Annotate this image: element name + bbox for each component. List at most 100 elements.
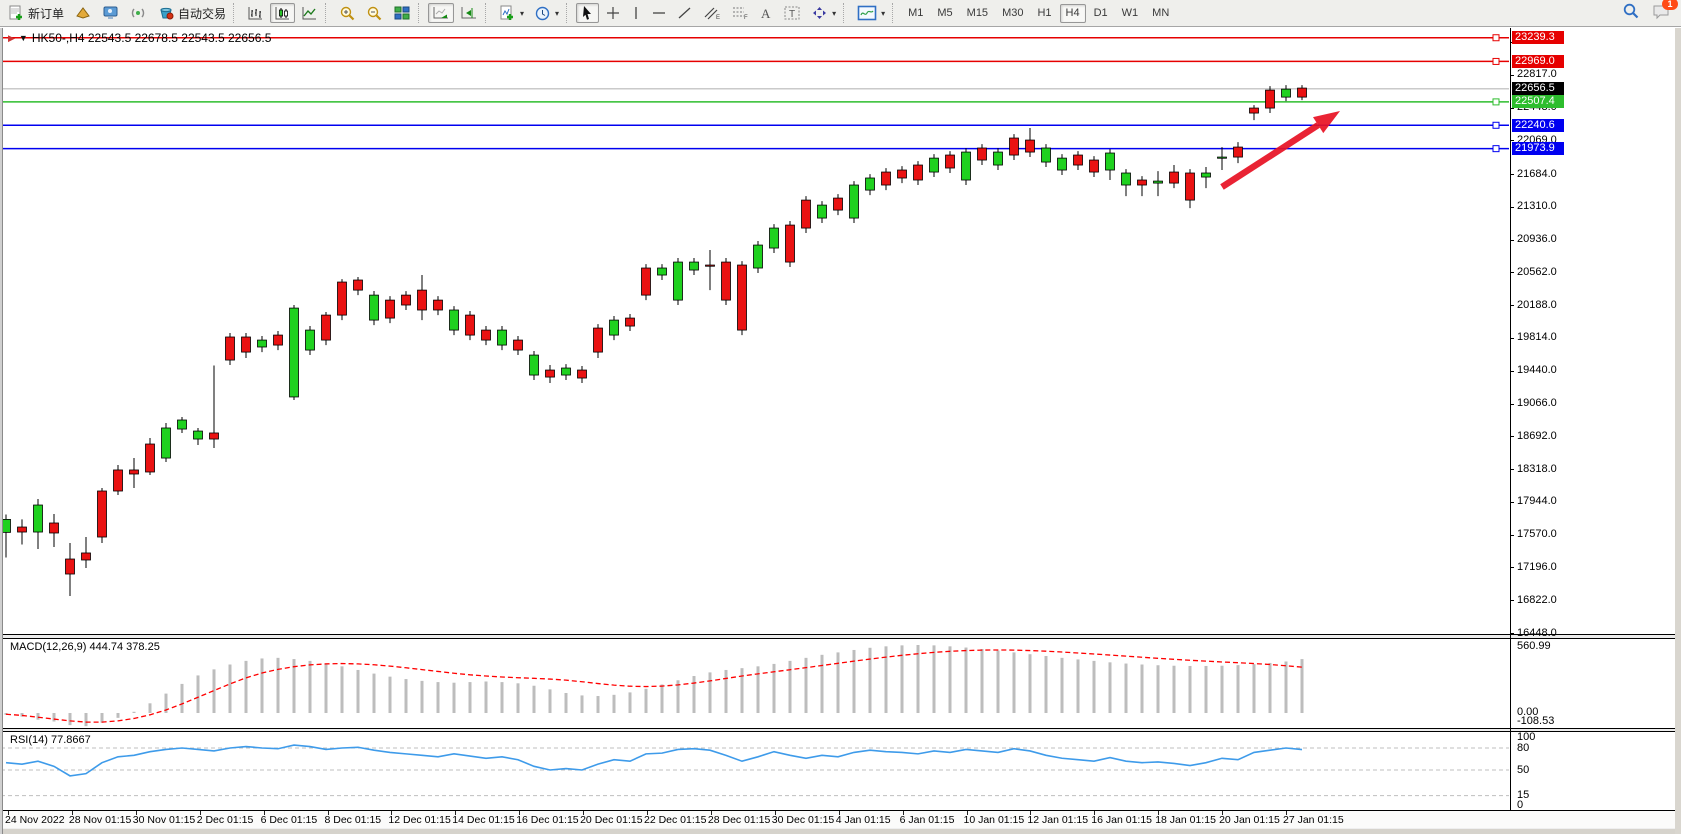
macd-bar: [756, 666, 760, 713]
crosshair-button[interactable]: [601, 3, 625, 23]
rsi-label: RSI(14) 77.8667: [10, 734, 91, 746]
candle-body: [1153, 180, 1163, 184]
price-axis-tick: [1510, 239, 1514, 241]
macd-pane[interactable]: [0, 639, 1681, 728]
macd-bar: [788, 660, 792, 713]
trendline-icon: [677, 5, 693, 21]
pane-separator[interactable]: [0, 634, 1681, 635]
zoom-out-button[interactable]: [362, 3, 387, 23]
price-axis-label: 17196.0: [1517, 560, 1557, 573]
indicator-frame-icon: [857, 5, 877, 22]
pane-separator[interactable]: [0, 638, 1681, 639]
line-chart-button[interactable]: [297, 3, 322, 23]
text-button[interactable]: A: [755, 3, 777, 23]
macd-bar: [692, 676, 696, 713]
cursor-button[interactable]: [576, 3, 600, 23]
chart-shift-button[interactable]: [456, 3, 482, 23]
equidistant-channel-button[interactable]: E: [699, 3, 725, 23]
indicator-window-button[interactable]: ▾: [853, 3, 889, 23]
auto-trading-button[interactable]: 自动交易: [153, 3, 230, 23]
signals-button[interactable]: [126, 3, 151, 23]
toolbar-separator: [233, 3, 240, 23]
toolbar-separator: [485, 3, 492, 23]
community-button[interactable]: [98, 3, 124, 23]
date-axis-tick: [519, 811, 521, 815]
candle-body: [545, 369, 555, 378]
search-icon[interactable]: [1622, 2, 1640, 25]
line-anchor-marker[interactable]: [1492, 98, 1500, 106]
trend-arrow-head[interactable]: [1312, 111, 1340, 134]
macd-bar: [212, 669, 216, 713]
timeframe-mn[interactable]: MN: [1152, 7, 1170, 19]
date-axis-label: 6 Jan 01:15: [899, 814, 955, 826]
timeframe-d1[interactable]: D1: [1093, 7, 1108, 19]
macd-bar: [308, 660, 312, 713]
one-click-trading-icon[interactable]: ▶: [8, 32, 15, 43]
chevron-down-icon[interactable]: ▾: [832, 8, 837, 18]
trendline-button[interactable]: [673, 3, 697, 23]
price-badge: 23239.3: [1512, 31, 1564, 45]
vertical-line-button[interactable]: [627, 3, 645, 23]
timeframe-h4[interactable]: H4: [1059, 3, 1086, 23]
status-bar: [0, 828, 1681, 834]
text-a-icon: A: [759, 5, 773, 21]
line-anchor-marker[interactable]: [1492, 145, 1500, 153]
auto-scroll-button[interactable]: [428, 3, 455, 23]
date-axis-label: 22 Dec 01:15: [644, 814, 707, 826]
timeframe-m30[interactable]: M30: [1002, 7, 1024, 19]
price-badge: 22656.5: [1512, 82, 1564, 96]
main-chart[interactable]: [0, 28, 1681, 634]
chart-title-text: HK50-,H4 22543.5 22678.5 22543.5 22656.5: [31, 31, 272, 45]
date-axis[interactable]: [0, 811, 1681, 828]
arrows-button[interactable]: ▾: [807, 3, 840, 23]
bar-chart-button[interactable]: [243, 3, 268, 23]
market-button[interactable]: [70, 3, 96, 23]
notifications-icon[interactable]: 1: [1652, 0, 1678, 25]
candle-body: [305, 329, 315, 351]
fibonacci-button[interactable]: F: [727, 3, 753, 23]
date-axis-tick: [710, 811, 712, 815]
timeframe-m15[interactable]: M15: [966, 7, 989, 19]
horizontal-line-button[interactable]: [647, 3, 671, 23]
macd-bar: [708, 672, 712, 713]
tile-windows-button[interactable]: [389, 3, 415, 23]
macd-bar: [356, 669, 360, 713]
date-axis-tick: [455, 811, 457, 815]
rsi-pane[interactable]: [0, 732, 1681, 810]
timeframe-m1[interactable]: M1: [908, 7, 924, 19]
chevron-down-icon[interactable]: ▾: [555, 8, 560, 18]
price-axis-tick: [1510, 74, 1514, 76]
line-anchor-marker[interactable]: [1492, 34, 1500, 42]
text-label-button[interactable]: T: [779, 3, 805, 23]
candle-body: [33, 504, 43, 533]
line-anchor-marker[interactable]: [1492, 57, 1500, 65]
timeframe-w1[interactable]: W1: [1121, 7, 1139, 19]
pane-separator[interactable]: [0, 731, 1681, 732]
date-axis-label: 28 Dec 01:15: [707, 814, 771, 826]
bars-chart-icon: [247, 5, 264, 21]
trend-arrow-shaft[interactable]: [1220, 122, 1320, 190]
candle-body: [1265, 89, 1275, 109]
pane-separator[interactable]: [0, 728, 1681, 729]
doc-plus-icon: [8, 5, 25, 22]
zoom-in-button[interactable]: [335, 3, 360, 23]
new-order-button[interactable]: 新订单: [4, 3, 68, 23]
timeframe-h1[interactable]: H1: [1037, 7, 1052, 19]
chevron-down-icon[interactable]: ▾: [520, 8, 525, 18]
price-axis-label: 16822.0: [1517, 593, 1557, 606]
macd-bar: [1204, 665, 1208, 713]
indicators-button[interactable]: ▾: [495, 3, 528, 23]
macd-bar: [1284, 661, 1288, 713]
line-anchor-marker[interactable]: [1492, 121, 1500, 129]
macd-bar: [244, 660, 248, 713]
candle-body: [129, 469, 139, 475]
periods-button[interactable]: ▾: [530, 3, 563, 23]
timeframe-m5[interactable]: M5: [937, 7, 953, 19]
price-axis-tick: [1510, 534, 1514, 536]
candlestick-chart-button[interactable]: [270, 3, 296, 23]
chart-menu-arrow-icon[interactable]: ▼: [18, 33, 28, 43]
candle-body: [449, 309, 459, 331]
macd-bar: [1044, 656, 1048, 713]
chevron-down-icon[interactable]: ▾: [881, 8, 886, 18]
